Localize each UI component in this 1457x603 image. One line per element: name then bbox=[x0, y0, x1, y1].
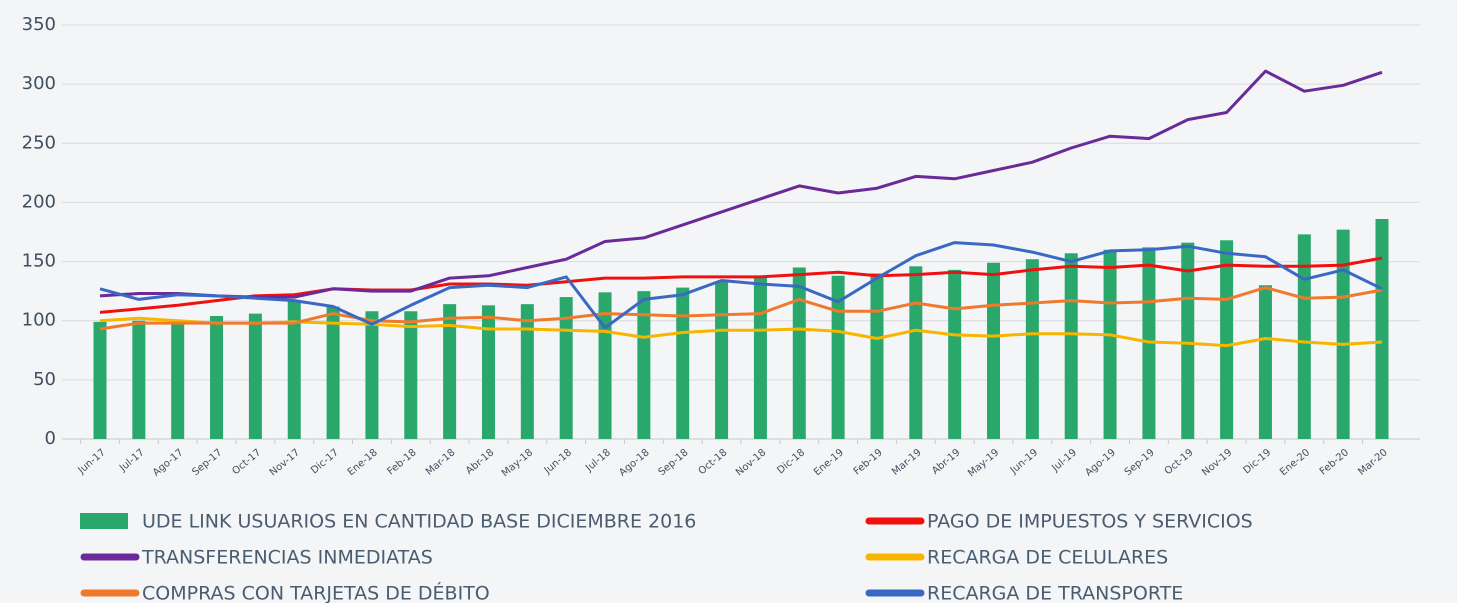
bar bbox=[1336, 229, 1350, 439]
legend-label: TRANSFERENCIAS INMEDIATAS bbox=[141, 547, 433, 569]
line-series bbox=[99, 286, 1383, 331]
x-tick-label: Feb-20 bbox=[1318, 447, 1351, 477]
y-tick-label: 150 bbox=[22, 251, 56, 272]
bar bbox=[210, 315, 224, 439]
bar bbox=[1103, 249, 1117, 439]
bar bbox=[93, 321, 107, 439]
x-tick-label: Nov-18 bbox=[734, 447, 768, 478]
x-tick-label: Feb-19 bbox=[852, 447, 885, 477]
bar bbox=[1297, 234, 1311, 439]
x-tick-label: Jul-18 bbox=[583, 447, 613, 474]
x-tick-label: Sep-18 bbox=[657, 447, 691, 478]
y-tick-label: 100 bbox=[22, 310, 56, 331]
x-tick-label: Nov-17 bbox=[268, 447, 302, 478]
x-tick-label: Jun-17 bbox=[76, 447, 108, 477]
x-tick-label: Ago-18 bbox=[617, 447, 652, 478]
legend-label: PAGO DE IMPUESTOS Y SERVICIOS bbox=[927, 511, 1253, 533]
x-tick-label: Jun-18 bbox=[542, 447, 574, 477]
x-tick-label: Jul-17 bbox=[117, 447, 147, 474]
bar bbox=[559, 297, 573, 439]
y-tick-label: 0 bbox=[45, 428, 56, 449]
bar bbox=[598, 292, 612, 439]
bar bbox=[326, 306, 340, 439]
y-tick-label: 300 bbox=[22, 73, 56, 94]
bar bbox=[171, 321, 185, 439]
x-tick-label: Mar-19 bbox=[890, 447, 924, 478]
x-tick-label: Mar-18 bbox=[424, 447, 458, 478]
bar bbox=[1181, 242, 1195, 439]
bar bbox=[870, 273, 884, 439]
y-tick-label: 50 bbox=[33, 369, 56, 390]
legend-swatch bbox=[80, 513, 128, 529]
line-series bbox=[99, 69, 1383, 299]
x-tick-label: Oct-18 bbox=[697, 447, 730, 477]
bar bbox=[287, 300, 301, 439]
x-tick-label: Feb-18 bbox=[385, 447, 418, 477]
x-tick-label: May-18 bbox=[500, 447, 535, 479]
bar bbox=[404, 311, 418, 439]
x-tick-label: Jun-19 bbox=[1008, 447, 1040, 477]
x-tick-label: Ene-18 bbox=[346, 447, 380, 478]
legend-label: RECARGA DE CELULARES bbox=[927, 547, 1168, 569]
y-tick-label: 200 bbox=[22, 191, 56, 212]
bar bbox=[753, 275, 767, 439]
bar bbox=[676, 287, 690, 439]
legend-label: UDE LINK USUARIOS EN CANTIDAD BASE DICIE… bbox=[142, 511, 696, 533]
bar bbox=[443, 304, 457, 439]
line-series bbox=[99, 241, 1383, 330]
bar bbox=[792, 267, 806, 439]
bar bbox=[948, 269, 962, 439]
x-tick-label: Oct-19 bbox=[1163, 447, 1196, 477]
x-tick-label: Ene-20 bbox=[1278, 447, 1312, 478]
bar bbox=[1064, 253, 1078, 439]
bar bbox=[520, 304, 534, 439]
bar bbox=[132, 320, 146, 439]
bar bbox=[1258, 285, 1272, 439]
bar bbox=[1220, 240, 1234, 439]
x-tick-label: Dic-19 bbox=[1241, 447, 1273, 476]
x-tick-label: Jul-19 bbox=[1049, 447, 1079, 474]
bar bbox=[637, 291, 651, 439]
x-tick-label: Dic-18 bbox=[775, 447, 807, 476]
x-tick-label: Sep-19 bbox=[1123, 447, 1157, 478]
x-tick-label: Mar-20 bbox=[1356, 447, 1390, 478]
x-tick-label: Abr-19 bbox=[930, 447, 962, 477]
x-tick-label: Ago-17 bbox=[151, 447, 186, 478]
y-tick-label: 250 bbox=[22, 132, 56, 153]
legend-label: RECARGA DE TRANSPORTE bbox=[927, 583, 1183, 603]
x-tick-label: Nov-19 bbox=[1200, 447, 1234, 478]
x-tick-label: Ene-19 bbox=[812, 447, 846, 478]
bar bbox=[831, 275, 845, 439]
line-series bbox=[99, 316, 1383, 348]
legend-label: COMPRAS CON TARJETAS DE DÉBITO bbox=[142, 582, 490, 603]
bar bbox=[365, 311, 379, 439]
bar bbox=[1025, 259, 1039, 439]
bar bbox=[987, 262, 1001, 439]
x-tick-label: May-19 bbox=[966, 447, 1001, 479]
bar bbox=[248, 313, 262, 439]
y-tick-label: 350 bbox=[22, 14, 56, 35]
bar bbox=[1375, 218, 1389, 439]
bar bbox=[715, 281, 729, 439]
x-tick-label: Ago-19 bbox=[1083, 447, 1118, 478]
x-tick-label: Dic-17 bbox=[309, 447, 341, 476]
x-tick-label: Abr-18 bbox=[464, 447, 496, 477]
bar bbox=[909, 266, 923, 439]
x-tick-label: Oct-17 bbox=[230, 447, 263, 477]
bar bbox=[481, 305, 495, 439]
x-tick-label: Sep-17 bbox=[190, 447, 224, 478]
